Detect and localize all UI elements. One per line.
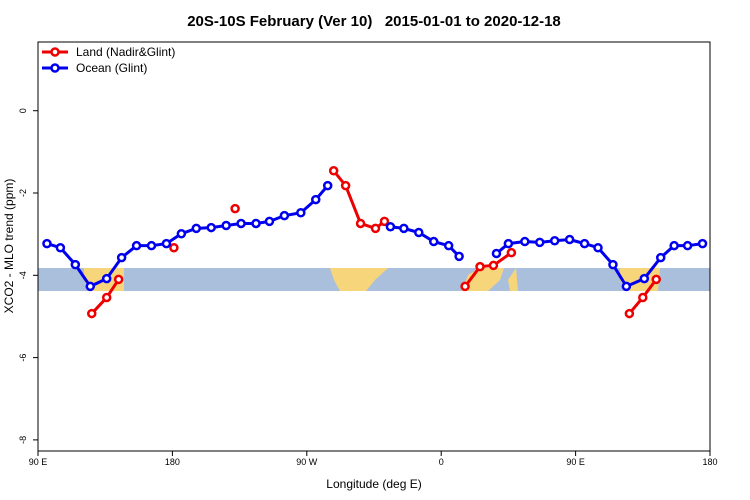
land-patch xyxy=(330,268,388,291)
data-point xyxy=(669,240,679,251)
x-tick-label: 90 W xyxy=(296,457,318,467)
data-point xyxy=(624,308,635,319)
data-point xyxy=(414,227,424,238)
data-point xyxy=(651,274,661,285)
data-point xyxy=(385,221,396,232)
data-point xyxy=(506,247,517,258)
data-point xyxy=(638,292,648,303)
data-point xyxy=(697,238,708,249)
x-tick-label: 90 E xyxy=(566,457,585,467)
data-point xyxy=(146,240,157,251)
data-point xyxy=(399,223,409,234)
data-point xyxy=(655,252,666,263)
data-point xyxy=(460,281,470,292)
data-point xyxy=(206,222,216,233)
data-point xyxy=(42,238,52,249)
y-tick-label: -6 xyxy=(18,354,28,362)
data-point xyxy=(311,194,321,205)
data-point xyxy=(264,216,275,227)
data-point xyxy=(230,203,240,214)
data-point xyxy=(101,292,112,303)
data-point xyxy=(113,274,124,285)
data-point xyxy=(87,308,97,319)
data-point xyxy=(454,251,464,262)
data-point xyxy=(593,242,603,253)
data-point xyxy=(296,208,306,218)
data-point xyxy=(428,236,439,247)
data-point xyxy=(491,248,502,259)
data-point xyxy=(85,281,96,292)
x-tick-label: 180 xyxy=(702,457,717,467)
data-point xyxy=(621,281,632,292)
x-tick-label: 180 xyxy=(165,457,180,467)
data-point xyxy=(279,210,290,221)
data-point xyxy=(116,252,127,263)
legend-label: Land (Nadir&Glint) xyxy=(76,45,175,59)
data-point xyxy=(608,259,618,270)
y-tick-label: -4 xyxy=(18,271,28,279)
data-point xyxy=(328,166,339,176)
data-point xyxy=(564,234,575,245)
data-point xyxy=(70,259,81,270)
chart-title: 20S-10S February (Ver 10) 2015-01-01 to … xyxy=(187,13,561,30)
y-axis-label: XCO2 - MLO trend (ppm) xyxy=(2,179,16,314)
data-point xyxy=(251,218,261,229)
data-point xyxy=(322,180,333,191)
data-point xyxy=(475,261,485,272)
data-point xyxy=(191,223,202,234)
x-tick-label: 0 xyxy=(439,457,444,467)
legend-marker xyxy=(50,63,60,73)
y-tick-label: -8 xyxy=(18,436,28,444)
x-axis-label: Longitude (deg E) xyxy=(326,477,421,491)
data-point xyxy=(236,218,246,229)
data-point xyxy=(161,238,172,249)
y-tick-label: -2 xyxy=(18,189,28,197)
data-point xyxy=(535,237,545,248)
y-tick-label: 0 xyxy=(18,108,28,113)
data-point xyxy=(443,240,454,251)
data-point xyxy=(355,218,366,229)
data-point xyxy=(176,228,187,239)
data-point xyxy=(169,242,179,253)
x-tick-label: 90 E xyxy=(29,457,48,467)
map-strip xyxy=(38,268,710,291)
data-point xyxy=(488,260,499,271)
data-point xyxy=(101,273,112,284)
data-point xyxy=(379,216,390,227)
data-point xyxy=(221,220,231,231)
data-point xyxy=(579,238,590,249)
data-point xyxy=(370,223,381,234)
data-point xyxy=(503,238,514,249)
data-point xyxy=(131,240,142,251)
data-point xyxy=(340,180,351,191)
data-point xyxy=(55,242,66,253)
legend-label: Ocean (Glint) xyxy=(76,61,147,75)
legend-marker xyxy=(50,47,60,57)
data-point xyxy=(682,240,693,251)
data-point xyxy=(549,235,560,246)
data-point xyxy=(520,236,530,247)
data-point xyxy=(639,273,650,284)
plot-frame xyxy=(37,41,711,452)
